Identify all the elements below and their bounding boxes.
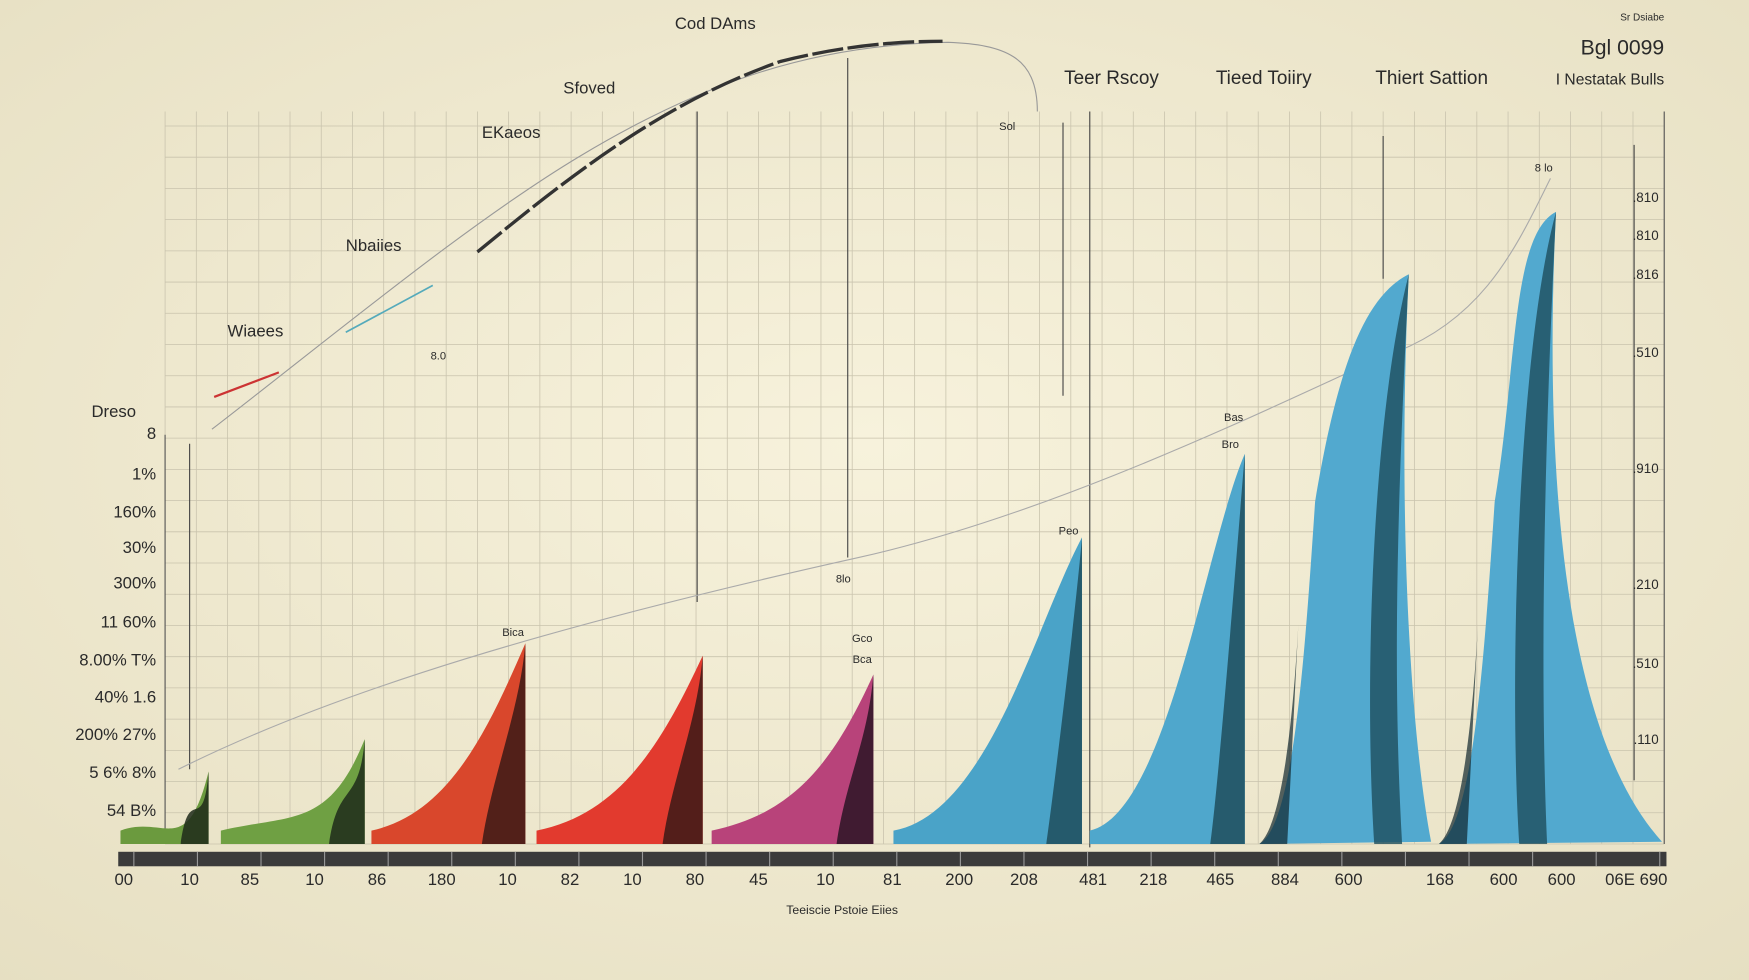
data-label: Bro bbox=[1222, 439, 1239, 451]
x-tick-label: 10 bbox=[305, 870, 324, 889]
fin-shape bbox=[1089, 453, 1245, 844]
x-axis-title: Teeiscie Pstoie Eiies bbox=[786, 903, 898, 917]
x-tick-label: 45 bbox=[749, 870, 768, 889]
trend-curve bbox=[178, 178, 1551, 770]
x-tick-label: 200 bbox=[945, 870, 973, 889]
x-tick-label: 600 bbox=[1335, 870, 1363, 889]
x-tick-label: 168 bbox=[1426, 870, 1454, 889]
x-tick-label: 600 bbox=[1548, 870, 1576, 889]
corner-text: Sr Dsiabe bbox=[1620, 12, 1664, 23]
annotation: Wiaees bbox=[228, 322, 284, 341]
x-tick-label: 481 bbox=[1079, 870, 1107, 889]
trend-curve bbox=[345, 284, 434, 333]
fin-shade bbox=[836, 674, 874, 844]
y2-tick-label: .510 bbox=[1633, 656, 1659, 671]
badge-sub: I Nestatak Bulls bbox=[1556, 71, 1665, 88]
header-item: Tieed Toiiry bbox=[1216, 68, 1312, 89]
y-tick-label: 160% bbox=[113, 502, 156, 521]
x-tick-label: 465 bbox=[1206, 870, 1234, 889]
x-tick-label: 86 bbox=[368, 870, 387, 889]
data-label: Gco bbox=[852, 633, 872, 645]
y-tick-label: 54 B% bbox=[107, 801, 156, 820]
x-tick-label: 600 bbox=[1490, 870, 1518, 889]
y2-tick-label: .110 bbox=[1634, 732, 1659, 747]
annotation: Cod DAms bbox=[675, 14, 756, 33]
x-tick-label: 218 bbox=[1139, 870, 1167, 889]
y-tick-label: 300% bbox=[113, 574, 156, 593]
y-tick-label: 200% 27% bbox=[75, 725, 156, 744]
data-label: Sol bbox=[999, 121, 1015, 133]
data-label: Bca bbox=[853, 654, 873, 666]
x-tick-label: 85 bbox=[241, 870, 260, 889]
x-tick-label: 82 bbox=[561, 870, 580, 889]
y-tick-label: 40% 1.6 bbox=[95, 687, 156, 706]
y-tick-label: 1% bbox=[132, 464, 156, 483]
y2-tick-label: .810 bbox=[1633, 228, 1659, 243]
y2-tick-label: .510 bbox=[1633, 345, 1659, 360]
data-label: 8.0 bbox=[431, 351, 447, 363]
x-tick-label: 81 bbox=[883, 870, 902, 889]
fin-shape bbox=[536, 655, 703, 844]
fin-shade bbox=[1210, 453, 1245, 844]
data-label: Peo bbox=[1059, 526, 1079, 538]
x-tick-label: 10 bbox=[498, 870, 517, 889]
x-tick-label: 00 bbox=[115, 870, 134, 889]
x-tick-label: 80 bbox=[686, 870, 705, 889]
fin-shade bbox=[1515, 211, 1557, 844]
data-label: Bica bbox=[502, 627, 524, 639]
x-tick-label: 10 bbox=[816, 870, 835, 889]
y-tick-label: 11 60% bbox=[101, 613, 157, 632]
y-tick-label: 8 bbox=[147, 424, 156, 443]
header-item: Teer Rscoy bbox=[1064, 68, 1159, 89]
x-tick-label: 10 bbox=[623, 870, 642, 889]
y-tick-label: 30% bbox=[123, 538, 157, 557]
x-tick-label: 06E 690 bbox=[1605, 870, 1667, 889]
annotation: Nbaiies bbox=[346, 236, 402, 255]
fin-shape bbox=[711, 674, 874, 844]
annotation: EKaeos bbox=[482, 123, 541, 142]
y2-tick-label: .910 bbox=[1633, 461, 1659, 476]
annotation: Sfoved bbox=[563, 79, 615, 98]
x-tick-label: 884 bbox=[1271, 870, 1299, 889]
fin-shade bbox=[1259, 624, 1299, 844]
data-label: 8 lo bbox=[1535, 162, 1553, 174]
y-tick-label: 5 6% 8% bbox=[89, 763, 156, 782]
fin-shape bbox=[371, 643, 526, 844]
trend-curve bbox=[213, 371, 280, 398]
trend-curve bbox=[211, 41, 1038, 430]
x-tick-label: 180 bbox=[428, 870, 456, 889]
baseline bbox=[118, 851, 1667, 867]
fin-shape bbox=[893, 537, 1082, 844]
fin-shade bbox=[481, 643, 526, 844]
fin-shade bbox=[1438, 624, 1478, 844]
fin-shape bbox=[1438, 211, 1662, 844]
y2-tick-label: .816 bbox=[1633, 267, 1659, 282]
fin-shade bbox=[180, 771, 209, 844]
annotation: Dreso bbox=[91, 402, 136, 421]
trend-curve bbox=[476, 39, 943, 254]
fin-shade bbox=[329, 739, 365, 844]
badge: Bgl 0099 bbox=[1581, 37, 1665, 60]
header-item: Thiert Sattion bbox=[1375, 68, 1488, 89]
x-tick-label: 10 bbox=[180, 870, 199, 889]
fin-shade bbox=[1370, 274, 1409, 844]
fin-shade bbox=[1046, 537, 1082, 844]
y-tick-label: 8.00% T% bbox=[79, 651, 156, 670]
y2-tick-label: .210 bbox=[1633, 577, 1659, 592]
data-label: Bas bbox=[1224, 412, 1244, 424]
x-tick-label: 208 bbox=[1010, 870, 1038, 889]
data-label: 8lo bbox=[836, 574, 851, 586]
fin-shape bbox=[220, 739, 365, 844]
fin-shade bbox=[662, 655, 703, 844]
y2-tick-label: .810 bbox=[1633, 190, 1659, 205]
